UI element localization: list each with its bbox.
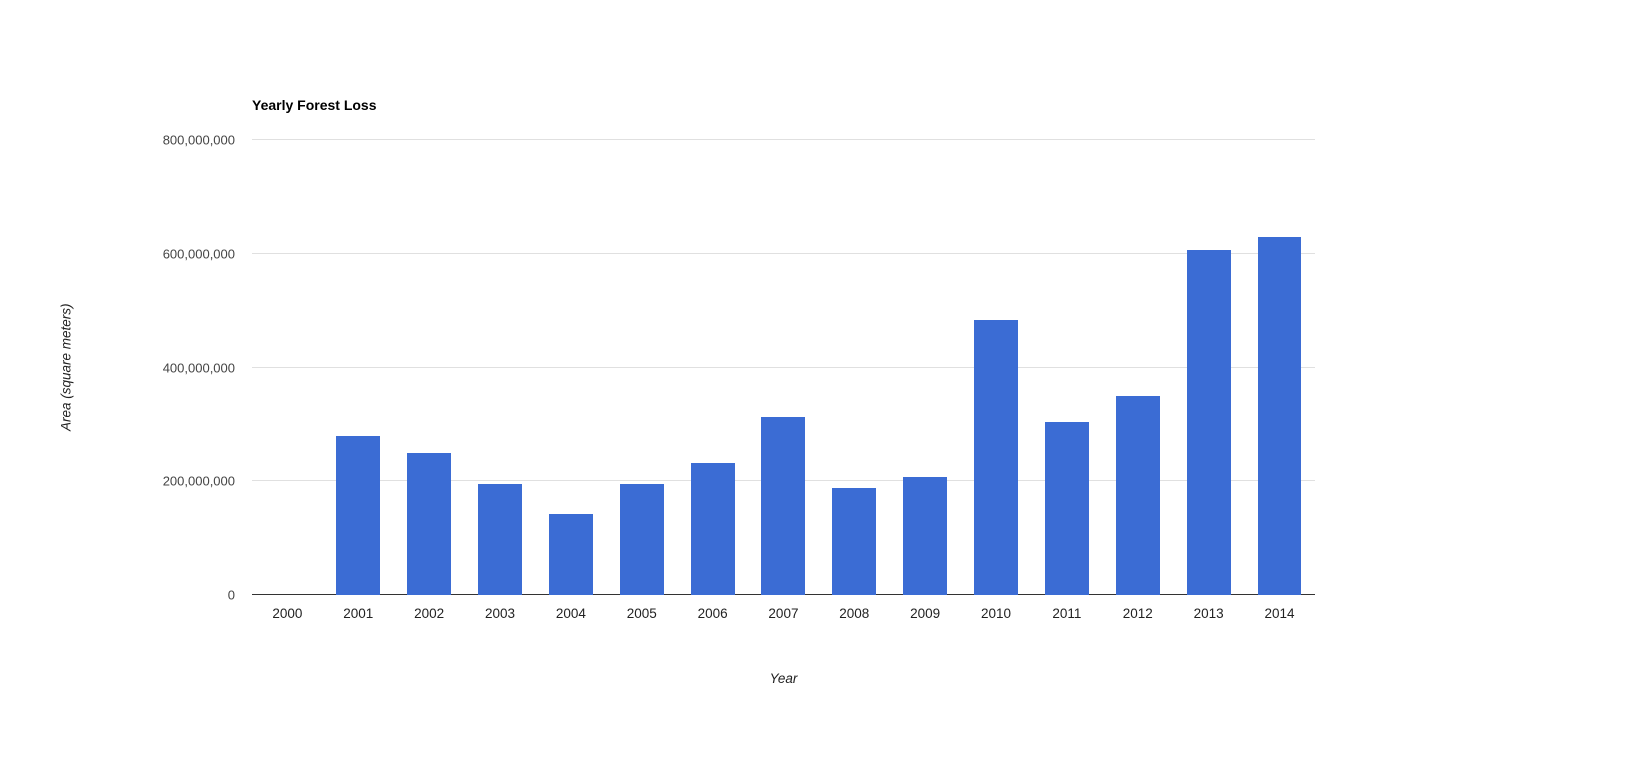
y-tick-label: 0 (227, 587, 235, 603)
x-tick-label-2004: 2004 (555, 606, 586, 621)
chart-title: Yearly Forest Loss (252, 97, 377, 113)
gridline (252, 139, 1315, 140)
y-tick-label: 400,000,000 (162, 360, 235, 375)
bar-2014 (1257, 236, 1302, 595)
y-tick-label: 800,000,000 (162, 132, 235, 148)
x-tick-label-2010: 2010 (981, 606, 1012, 621)
bar-2006 (690, 463, 735, 595)
bar-slot-2005 (606, 140, 677, 595)
bar-slot-2009 (890, 140, 961, 595)
bar-slot-2014 (1244, 140, 1315, 595)
bar-2004 (548, 514, 593, 595)
bar-2005 (619, 484, 664, 595)
bar-slot-2003 (465, 140, 536, 595)
bar-2013 (1186, 249, 1231, 595)
bar-2011 (1044, 421, 1089, 595)
x-tick-label-2002: 2002 (414, 606, 445, 621)
bar-2008 (832, 488, 877, 595)
bars-row (252, 140, 1315, 595)
x-tick-label-2001: 2001 (343, 606, 374, 621)
x-tick-label-2003: 2003 (484, 606, 516, 621)
bar-2001 (336, 435, 381, 595)
x-tick-label-2011: 2011 (1052, 606, 1082, 621)
bar-slot-2007 (748, 140, 819, 595)
y-tick-label: 600,000,000 (162, 246, 235, 262)
x-axis-title: Year (769, 671, 798, 686)
x-tick-label-2012: 2012 (1122, 606, 1153, 621)
bar-slot-2013 (1173, 140, 1244, 595)
x-tick-label-2013: 2013 (1193, 606, 1224, 621)
x-tick-label-2009: 2009 (910, 606, 941, 621)
x-tick-labels: 2000 2001 2002 2003 2004 2005 2006 2007 2008 2009… (252, 606, 1315, 621)
x-tick-label-2007: 2007 (768, 606, 799, 621)
gridline (252, 366, 1315, 368)
bar-2003 (478, 484, 522, 595)
bar-2009 (903, 477, 948, 595)
bar-2002 (407, 452, 452, 595)
bar-slot-2002 (394, 140, 465, 595)
bar-slot-2000 (252, 140, 323, 595)
bar-slot-2004 (535, 140, 606, 595)
x-tick-label-2006: 2006 (697, 606, 728, 621)
bar-slot-2011 (1031, 140, 1102, 595)
gridline (252, 252, 1315, 254)
bar-slot-2010 (961, 140, 1032, 595)
x-tick-label-2014: 2014 (1264, 606, 1295, 621)
y-tick-labels: 0 200,000,000 400,000,000 600,000,000 800,00… (95, 133, 235, 603)
bar-slot-2012 (1102, 140, 1173, 595)
bar-2010 (974, 320, 1018, 595)
bar-slot-2001 (323, 140, 394, 595)
x-tick-label-2008: 2008 (839, 606, 870, 621)
bar-slot-2006 (677, 140, 748, 595)
bar-slot-2008 (819, 140, 890, 595)
y-axis-title: Area (square meters) (58, 303, 74, 432)
plot-area (252, 139, 1315, 595)
x-tick-label-2005: 2005 (626, 606, 657, 621)
y-tick-label: 200,000,000 (162, 473, 235, 489)
bar-2012 (1115, 395, 1160, 595)
x-tick-label-2000: 2000 (272, 606, 303, 621)
bar-2007 (761, 416, 806, 595)
